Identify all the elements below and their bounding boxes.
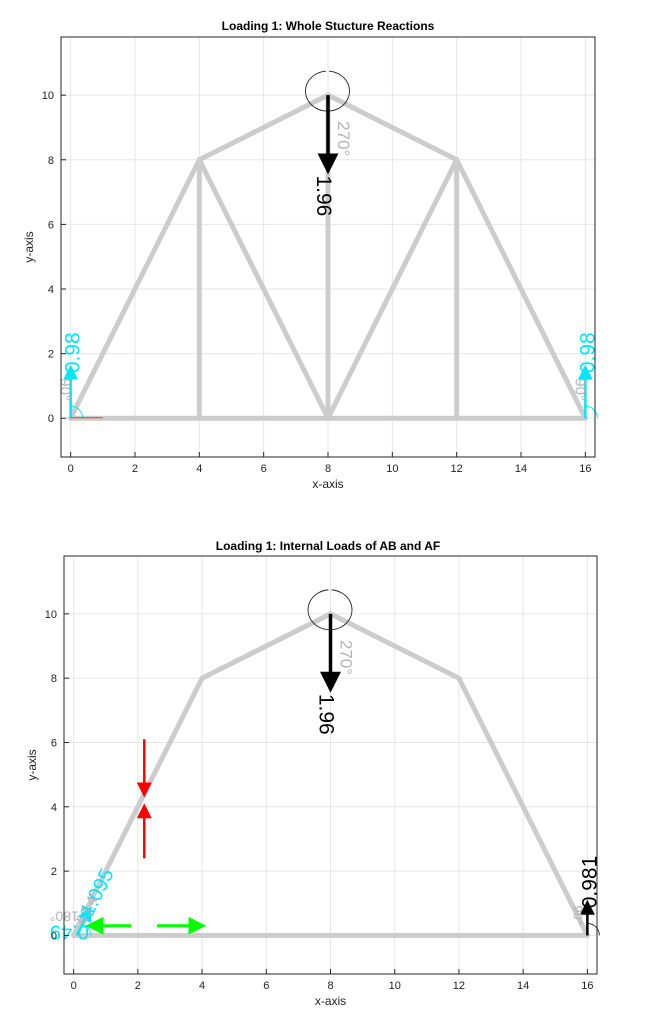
y-tick-label: 4 [48, 284, 54, 296]
angle-arc [585, 405, 598, 419]
truss-members [71, 611, 590, 938]
x-tick-label: 12 [453, 980, 465, 992]
chart-title: Loading 1: Whole Stucture Reactions [222, 19, 435, 33]
x-tick-label: 2 [135, 980, 141, 992]
truss-member [325, 92, 460, 163]
chart-title: Loading 1: Internal Loads of AB and AF [216, 539, 440, 553]
load-value-label: 1.96 [315, 694, 338, 735]
truss-member [456, 675, 590, 938]
x-tick-label: 14 [515, 463, 527, 475]
x-tick-label: 0 [68, 463, 74, 475]
angle-label: 90° [57, 378, 74, 401]
y-tick-label: 2 [48, 349, 54, 361]
x-tick-label: 4 [199, 980, 205, 992]
x-tick-label: 8 [327, 980, 333, 992]
x-axis-label: x-axis [315, 994, 346, 1008]
x-tick-label: 6 [261, 463, 267, 475]
truss-member [454, 157, 588, 421]
angle-arc [587, 922, 600, 936]
y-tick-label: 10 [45, 609, 57, 621]
load-value-label: 1.96 [312, 175, 335, 216]
angle-label: 270° [337, 640, 356, 675]
force-marks: 270° 1.96 0.98 90° 0.98 90° [57, 70, 599, 419]
reaction-arrow [75, 906, 92, 936]
x-tick-label: 16 [581, 980, 593, 992]
angle-arc [70, 405, 84, 419]
angle-label: 270° [334, 121, 353, 156]
x-tick-label: 6 [263, 980, 269, 992]
truss-member [196, 157, 331, 421]
y-tick-label: 2 [51, 866, 57, 878]
x-tick-label: 10 [389, 980, 401, 992]
x-axis-label: x-axis [312, 477, 343, 491]
reaction-value-label: 0.98 [62, 332, 85, 373]
truss-member [196, 92, 331, 163]
axis-ticks: 0 2 4 6 8 10 12 14 16 0 2 4 6 8 10 [42, 90, 592, 475]
angle-label: 90° [570, 905, 585, 925]
reaction-value-label: 0.98 [576, 332, 599, 373]
x-tick-label: 10 [386, 463, 398, 475]
truss-member [68, 157, 202, 421]
y-tick-label: 10 [42, 90, 54, 102]
y-tick-label: 8 [51, 673, 57, 685]
x-tick-label: 14 [517, 980, 529, 992]
x-tick-label: 0 [71, 980, 77, 992]
truss-member [325, 157, 460, 421]
x-tick-label: 4 [196, 463, 202, 475]
chart-internal-loads-ab-af: Loading 1: Internal Loads of AB and AF 2… [25, 539, 601, 1008]
y-tick-label: 8 [48, 155, 54, 167]
angle-label: 90° [571, 378, 588, 401]
x-tick-label: 16 [579, 463, 591, 475]
y-tick-label: 6 [48, 219, 54, 231]
y-tick-label: 0 [48, 413, 54, 425]
chart-whole-structure-reactions: Loading 1: Whole Stucture Reactions 270°… [22, 19, 599, 491]
axis-ticks: 0 2 4 6 8 10 12 14 16 0 2 4 6 8 10 [45, 609, 594, 992]
y-tick-label: 0 [51, 930, 57, 942]
y-axis-label: y-axis [25, 749, 39, 780]
truss-member [328, 611, 462, 681]
truss-member [199, 611, 333, 681]
y-tick-label: 6 [51, 737, 57, 749]
reaction-value-label: 0.981 [578, 856, 601, 909]
y-axis-label: y-axis [22, 231, 36, 262]
x-tick-label: 8 [325, 463, 331, 475]
x-tick-label: 12 [451, 463, 463, 475]
reaction-value-label: 0.49 [50, 920, 89, 942]
y-tick-label: 4 [51, 802, 57, 814]
x-tick-label: 2 [132, 463, 138, 475]
